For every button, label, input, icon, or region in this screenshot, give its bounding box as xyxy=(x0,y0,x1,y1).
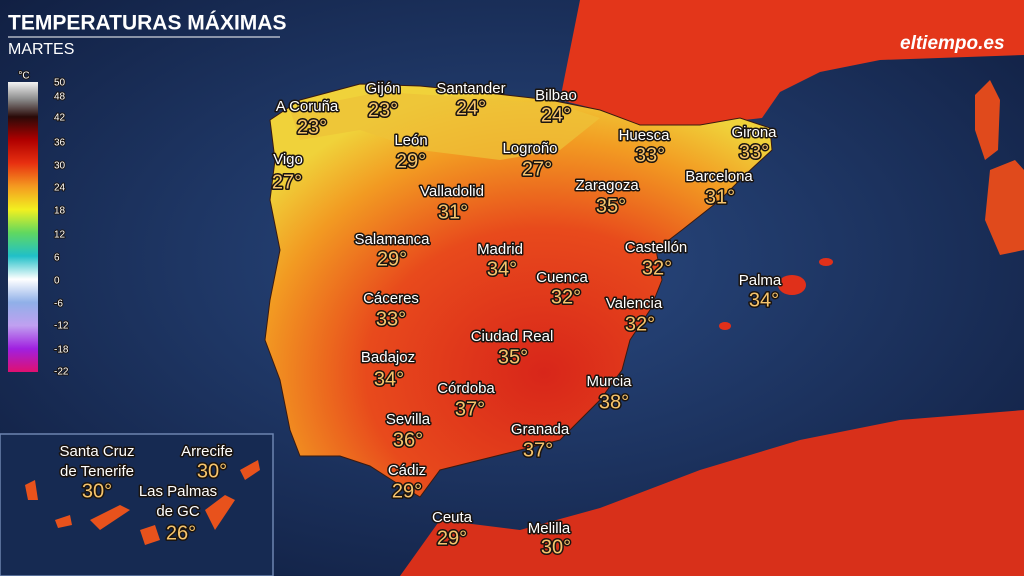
ibiza xyxy=(719,322,731,330)
city-name: Valencia xyxy=(606,295,663,312)
city-temp: 26° xyxy=(166,522,196,544)
city-name: de Tenerife xyxy=(60,463,134,480)
city-name: Santa Cruz xyxy=(59,443,134,460)
city-name: Barcelona xyxy=(685,168,753,185)
legend-label: -22 xyxy=(54,367,69,378)
city-name: Huesca xyxy=(619,127,671,144)
city-temp: 32° xyxy=(642,257,672,279)
city-temp: 38° xyxy=(599,391,629,413)
legend-label: 42 xyxy=(54,113,66,124)
city-name: León xyxy=(394,132,427,149)
city-temp: 30° xyxy=(541,536,571,558)
color-scale xyxy=(8,82,38,372)
city-name: Sevilla xyxy=(386,411,431,428)
city-name: Santander xyxy=(436,80,505,97)
city-temp: 30° xyxy=(82,480,112,502)
city-temp: 33° xyxy=(376,308,406,330)
france xyxy=(560,0,1024,125)
city-name: Palma xyxy=(739,272,782,289)
legend-label: 36 xyxy=(54,138,66,149)
city-name: Zaragoza xyxy=(575,177,639,194)
city-temp: 24° xyxy=(456,97,486,119)
city-temp: 24° xyxy=(541,104,571,126)
city-temp: 33° xyxy=(635,144,665,166)
subtitle: MARTES xyxy=(8,41,74,58)
city-temp: 37° xyxy=(455,398,485,420)
city-name: Cáceres xyxy=(363,290,419,307)
legend-label: 30 xyxy=(54,161,66,172)
city-temp: 27° xyxy=(522,158,552,180)
city-name: Cádiz xyxy=(388,462,426,479)
legend-label: 6 xyxy=(54,253,60,264)
city-temp: 32° xyxy=(625,313,655,335)
city-temp: 23° xyxy=(297,116,327,138)
legend-label: -18 xyxy=(54,345,69,356)
city-temp: 33° xyxy=(739,141,769,163)
city-temp: 35° xyxy=(498,346,528,368)
legend-label: 24 xyxy=(54,183,66,194)
city-name: Murcia xyxy=(586,373,632,390)
brand-logo: eltiempo.es xyxy=(900,33,1005,54)
city-name: Valladolid xyxy=(420,183,484,200)
city-name: Logroño xyxy=(502,140,557,157)
city-name: Córdoba xyxy=(437,380,495,397)
city-name: Arrecife xyxy=(181,443,233,460)
city-temp: 30° xyxy=(197,460,227,482)
city-temp: 35° xyxy=(596,195,626,217)
city-name: A Coruña xyxy=(276,98,339,115)
city-name: de GC xyxy=(156,503,200,520)
legend-label: 18 xyxy=(54,206,66,217)
city-name: Melilla xyxy=(528,520,571,537)
city-temp: 27° xyxy=(272,171,302,193)
city-name: Gijón xyxy=(365,80,400,97)
iberia xyxy=(264,83,773,498)
city-temp: 29° xyxy=(396,150,426,172)
africa xyxy=(400,410,1024,576)
mallorca xyxy=(778,275,806,295)
city-temp: 23° xyxy=(368,99,398,121)
city-temp: 31° xyxy=(705,186,735,208)
city-temp: 34° xyxy=(487,258,517,280)
city-temp: 36° xyxy=(393,429,423,451)
city-name: Salamanca xyxy=(354,231,430,248)
legend-label: 0 xyxy=(54,276,60,287)
city-temp: 34° xyxy=(749,289,779,311)
city-temp: 29° xyxy=(392,480,422,502)
city-temp: 32° xyxy=(551,286,581,308)
islands-east xyxy=(975,80,1024,255)
city-temp: 31° xyxy=(438,201,468,223)
legend-unit: °C xyxy=(18,71,29,82)
city-temp: 34° xyxy=(374,368,404,390)
city-name: Ceuta xyxy=(432,509,473,526)
city-name: Granada xyxy=(511,421,570,438)
city-name: Bilbao xyxy=(535,87,577,104)
legend-label: -12 xyxy=(54,321,69,332)
city-temp: 29° xyxy=(377,248,407,270)
menorca xyxy=(819,258,833,266)
city-name: Vigo xyxy=(273,151,303,168)
city-temp: 29° xyxy=(437,527,467,549)
north-coast xyxy=(290,92,600,160)
legend-label: 50 xyxy=(54,78,66,89)
city-temp: 37° xyxy=(523,439,553,461)
legend-label: 12 xyxy=(54,230,66,241)
legend-label: 48 xyxy=(54,92,66,103)
legend-label: -6 xyxy=(54,299,63,310)
city-name: Girona xyxy=(731,124,777,141)
title: TEMPERATURAS MÁXIMAS xyxy=(8,12,286,35)
city-name: Las Palmas xyxy=(139,483,217,500)
city-name: Badajoz xyxy=(361,349,415,366)
city-name: Madrid xyxy=(477,241,523,258)
city-name: Cuenca xyxy=(536,269,588,286)
city-name: Ciudad Real xyxy=(471,328,554,345)
city-name: Castellón xyxy=(625,239,688,256)
